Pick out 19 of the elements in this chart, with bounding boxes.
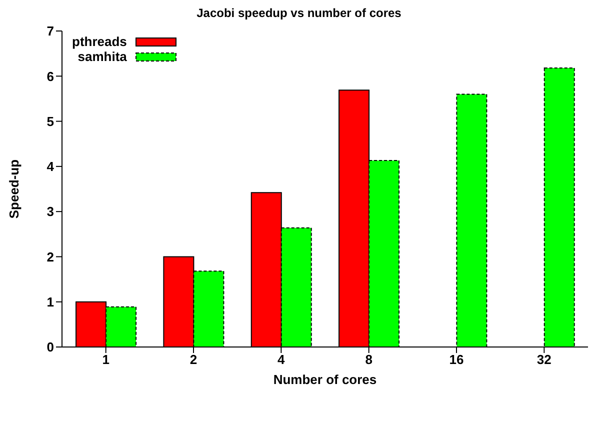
y-tick-label: 0 [46,340,54,355]
y-tick-label: 7 [46,24,54,39]
y-tick-label: 6 [46,68,54,84]
y-tick-label: 4 [46,159,55,174]
x-tick-label: 4 [278,352,286,368]
x-axis-title: Number of cores [273,372,377,387]
chart-title: Jacobi speedup vs number of cores [196,6,402,20]
y-tick-label: 2 [46,249,54,264]
x-tick-label: 8 [365,352,372,368]
x-tick-label: 32 [536,352,552,368]
y-axis-title: Speed-up [6,159,22,219]
legend-label: pthreads [72,34,127,49]
x-tick-label: 16 [449,352,464,368]
y-tick-label: 3 [46,204,54,220]
x-tick-label: 2 [190,352,198,368]
y-tick-label: 5 [46,114,54,129]
x-tick-label: 1 [102,352,110,368]
y-tick-label: 1 [46,294,54,310]
legend-label: samhita [78,49,127,64]
